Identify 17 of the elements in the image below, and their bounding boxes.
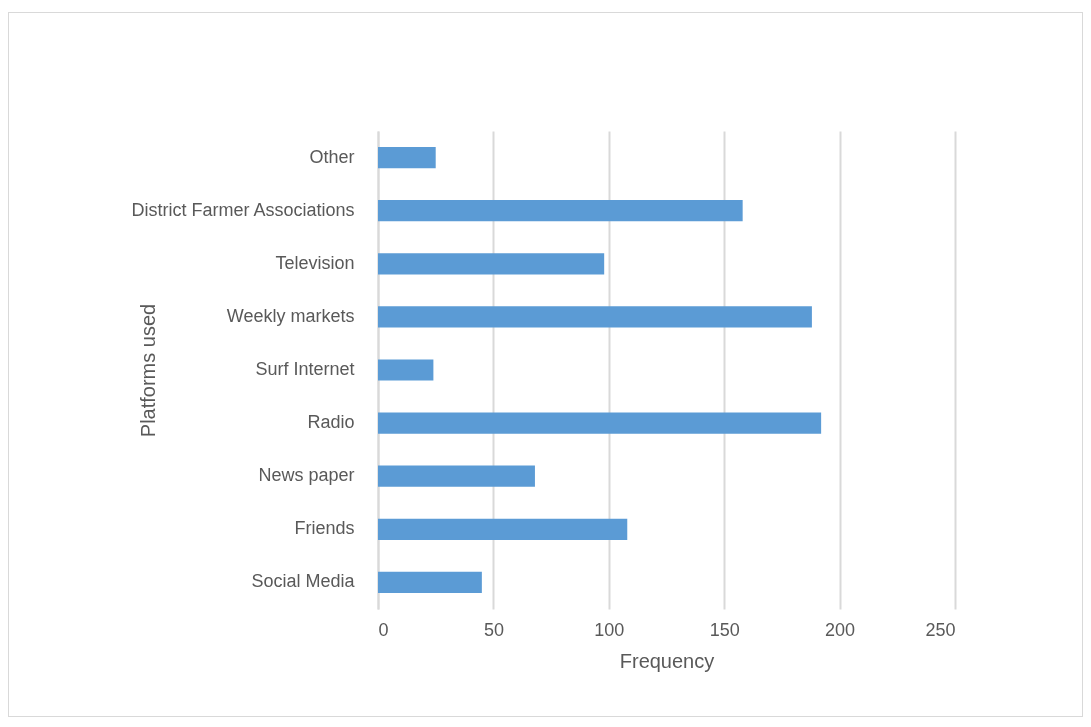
- y-tick-label: Social Media: [251, 571, 356, 592]
- x-axis-title: Frequency: [619, 649, 715, 672]
- y-tick-label: Surf Internet: [255, 359, 355, 379]
- y-tick-label: Other: [309, 146, 355, 167]
- y-axis-title: Platforms used: [136, 303, 159, 438]
- y-tick-label: District Farmer Associations: [131, 199, 355, 220]
- x-tick-label: 50: [483, 619, 504, 640]
- y-tick-label: Radio: [307, 412, 355, 433]
- x-tick-label: 100: [594, 619, 625, 640]
- y-tick-label: Friends: [294, 518, 355, 539]
- x-tick-label: 250: [925, 619, 956, 640]
- y-tick-label: News paper: [258, 465, 355, 486]
- x-tick-label: 200: [825, 619, 856, 640]
- x-tick-label: 150: [709, 619, 740, 640]
- y-tick-label: Weekly markets: [226, 305, 355, 326]
- y-tick-label: Television: [275, 252, 355, 273]
- x-tick-label: 0: [378, 619, 389, 640]
